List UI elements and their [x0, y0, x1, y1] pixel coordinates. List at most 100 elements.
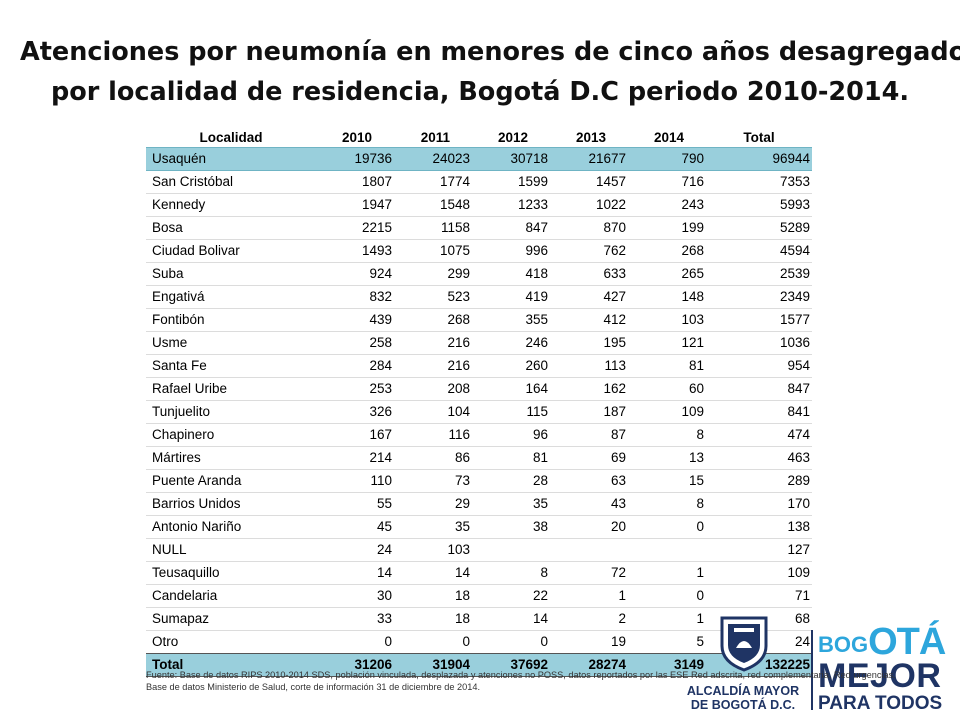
- cell-2014: 103: [681, 312, 704, 327]
- cell-total: 138: [787, 519, 810, 534]
- cell-2014: 1: [696, 611, 704, 626]
- cell-total: 1577: [779, 312, 810, 327]
- table-row: Ciudad Bolivar 1493 1075 996 762 268 4594: [146, 240, 812, 263]
- cell-2013: 762: [603, 243, 626, 258]
- cell-2013: 72: [610, 565, 626, 580]
- cell-2011: 523: [447, 289, 470, 304]
- cell-2011: 1774: [439, 174, 470, 189]
- cell-total: 170: [787, 496, 810, 511]
- cell-2013: 63: [610, 473, 626, 488]
- alcaldia-line-1: ALCALDÍA MAYOR: [686, 684, 800, 698]
- cell-2010: 24: [376, 542, 392, 557]
- cell-localidad: Puente Aranda: [152, 473, 242, 488]
- cell-total: 2349: [779, 289, 810, 304]
- footnote-line-1: Fuente: Base de datos RIPS 2010-2014 SDS…: [146, 670, 896, 680]
- cell-2011: 24023: [394, 147, 472, 171]
- table-body: Usaquén 19736 24023 30718 21677 790 96944 San C…: [146, 147, 812, 654]
- total-label: Total: [146, 653, 316, 677]
- cell-2014: 15: [688, 473, 704, 488]
- cell-2012: 8: [540, 565, 548, 580]
- cell-2011: 216: [447, 358, 470, 373]
- cell-2013: 1022: [595, 197, 626, 212]
- cell-2014: 0: [696, 588, 704, 603]
- source-footnote: Fuente: Base de datos RIPS 2010-2014 SDS…: [146, 669, 916, 693]
- cell-2011: 29: [454, 496, 470, 511]
- cell-2010: 326: [369, 404, 392, 419]
- cell-2012: 28: [532, 473, 548, 488]
- cell-total: 1036: [779, 335, 810, 350]
- cell-total: 463: [787, 450, 810, 465]
- cell-2014: 8: [696, 427, 704, 442]
- cell-2013: 412: [603, 312, 626, 327]
- alcaldia-seal-icon: [720, 616, 768, 672]
- table-row: Fontibón 439 268 355 412 103 1577: [146, 309, 812, 332]
- cell-2010: 253: [369, 381, 392, 396]
- cell-total: 841: [787, 404, 810, 419]
- cell-2013: 19: [610, 634, 626, 649]
- cell-2013: 1457: [595, 174, 626, 189]
- table-row: Puente Aranda 110 73 28 63 15 289: [146, 470, 812, 493]
- cell-localidad: Chapinero: [152, 427, 215, 442]
- cell-2010: 0: [384, 634, 392, 649]
- mejor-text: MEJOR: [818, 657, 942, 695]
- bogota-big-text: OTÁ: [868, 621, 946, 663]
- table-row: Tunjuelito 326 104 115 187 109 841: [146, 401, 812, 424]
- cell-2012: 38: [532, 519, 548, 534]
- cell-2012: 1233: [517, 197, 548, 212]
- cell-2012: 115: [526, 404, 548, 419]
- cell-total: 71: [794, 588, 810, 603]
- cell-2012: 30718: [472, 147, 550, 171]
- header-2013: 2013: [575, 129, 606, 145]
- cell-2012: 847: [525, 220, 548, 235]
- cell-2014: 790: [628, 147, 706, 171]
- cell-2011: 14: [454, 565, 470, 580]
- total-2012: 37692: [472, 653, 550, 677]
- cell-localidad: Bosa: [152, 220, 183, 235]
- cell-localidad: San Cristóbal: [152, 174, 234, 189]
- header-2012: 2012: [497, 129, 528, 145]
- cell-2014: 5: [696, 634, 704, 649]
- cell-localidad: Suba: [152, 266, 184, 281]
- total-2010: 31206: [316, 653, 394, 677]
- cell-2014: 716: [681, 174, 704, 189]
- cell-total: 4594: [779, 243, 810, 258]
- cell-2012: 0: [540, 634, 548, 649]
- cell-2014: 1: [696, 565, 704, 580]
- cell-total: 127: [787, 542, 810, 557]
- cell-2011: 18: [454, 588, 470, 603]
- cell-2011: 1548: [439, 197, 470, 212]
- table-row: Kennedy 1947 1548 1233 1022 243 5993: [146, 194, 812, 217]
- cell-2014: 265: [681, 266, 704, 281]
- cell-2013: 162: [603, 381, 626, 396]
- table-row: Barrios Unidos 55 29 35 43 8 170: [146, 493, 812, 516]
- table-row: Antonio Nariño 45 35 38 20 0 138: [146, 516, 812, 539]
- cell-2012: 246: [525, 335, 548, 350]
- cell-2014: 268: [681, 243, 704, 258]
- cell-2014: 148: [681, 289, 704, 304]
- alcaldia-line-2: DE BOGOTÁ D.C.: [690, 698, 796, 712]
- cell-2011: 103: [447, 542, 470, 557]
- cell-2010: 214: [369, 450, 392, 465]
- cell-2012: 14: [532, 611, 548, 626]
- cell-localidad: Tunjuelito: [152, 404, 211, 419]
- cell-2013: 43: [610, 496, 626, 511]
- localidad-table: Localidad 2010 2011 2012 2013 2014 Total…: [146, 127, 812, 677]
- header-2011: 2011: [420, 129, 450, 145]
- cell-total: 2539: [779, 266, 810, 281]
- cell-localidad: Antonio Nariño: [152, 519, 242, 534]
- cell-2011: 299: [447, 266, 470, 281]
- cell-2014: 121: [681, 335, 704, 350]
- header-2010: 2010: [341, 129, 372, 145]
- cell-2012: 164: [525, 381, 548, 396]
- table-row: Sumapaz 33 18 14 2 1 68: [146, 608, 812, 631]
- cell-2011: 35: [454, 519, 470, 534]
- table-row: Chapinero 167 116 96 87 8 474: [146, 424, 812, 447]
- table-row: Usme 258 216 246 195 121 1036: [146, 332, 812, 355]
- total-2011: 31904: [394, 653, 472, 677]
- cell-2010: 45: [376, 519, 392, 534]
- cell-localidad: Ciudad Bolivar: [152, 243, 240, 258]
- cell-2014: 199: [681, 220, 704, 235]
- cell-total: 68: [794, 611, 810, 626]
- title-line-2: por localidad de residencia, Bogotá D.C …: [50, 77, 910, 107]
- cell-total: 847: [787, 381, 810, 396]
